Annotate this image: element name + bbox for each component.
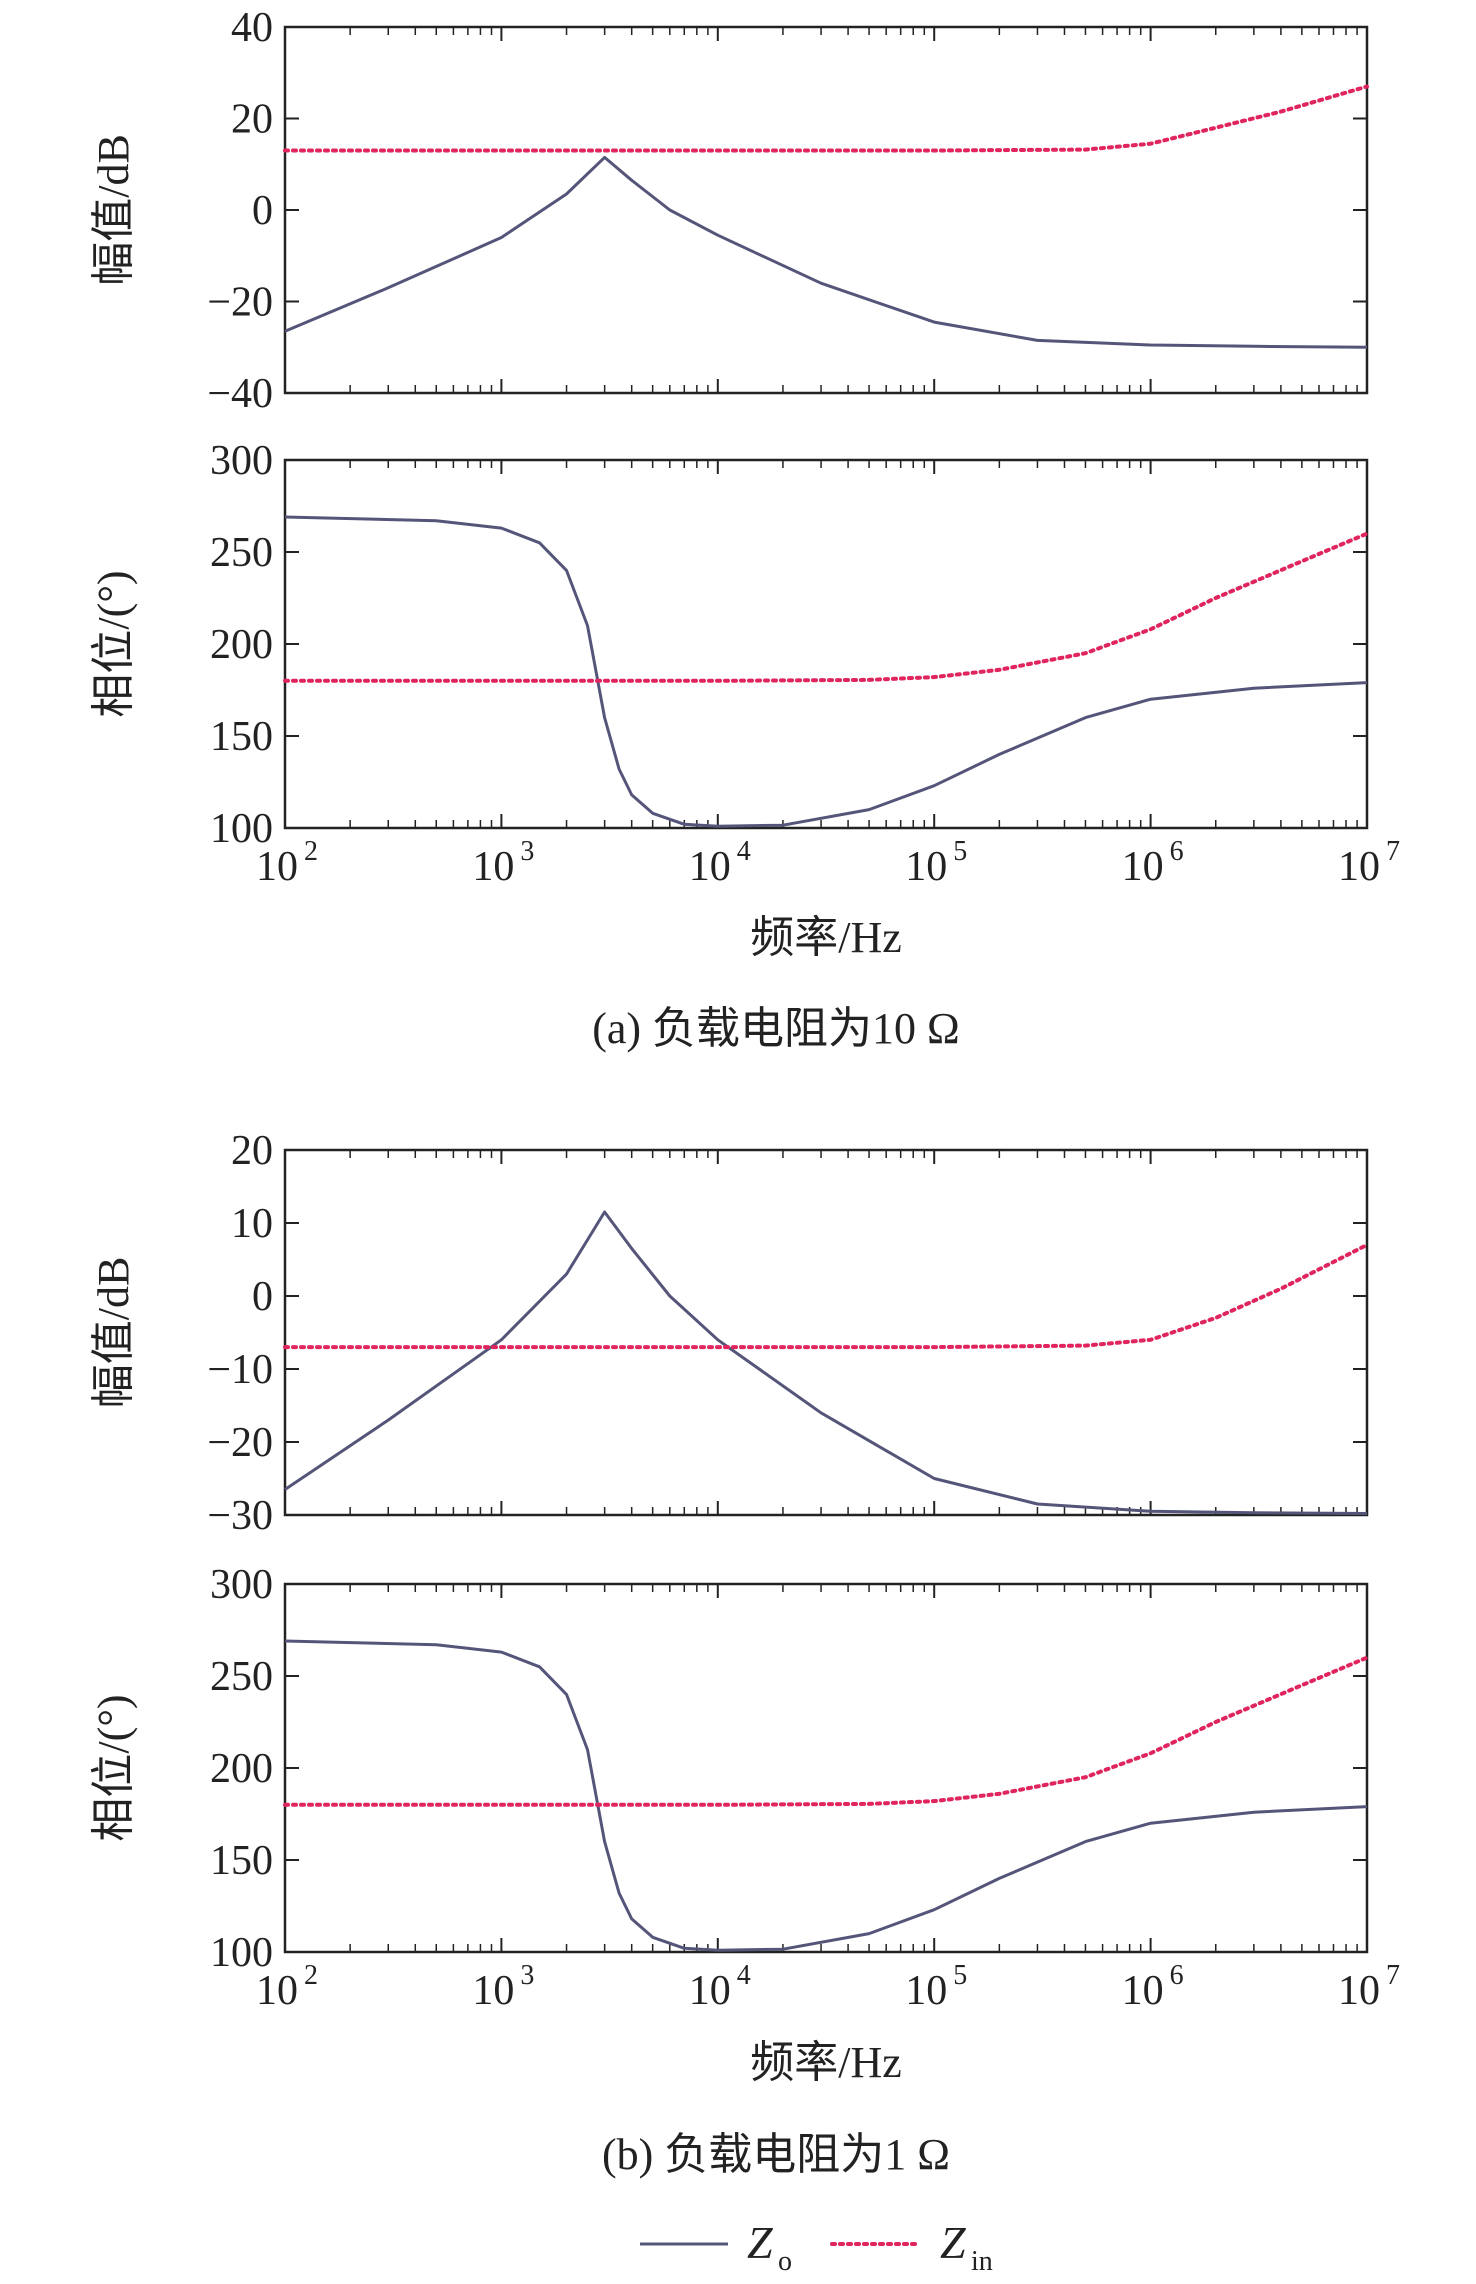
- x-tick-exponent: 4: [737, 836, 751, 867]
- plot-frame: [283, 458, 1369, 830]
- series-zin-line: [283, 84, 1369, 153]
- y-tick-label: −40: [207, 371, 273, 417]
- x-tick-label: 10: [472, 844, 514, 890]
- x-tick-exponent: 5: [953, 836, 967, 867]
- x-tick-exponent: 6: [1170, 836, 1184, 867]
- y-tick-label: 300: [210, 1562, 273, 1608]
- x-tick-label: 10: [472, 1968, 514, 2014]
- y-axis-title: 相位/(°): [89, 570, 138, 717]
- y-tick-label: 250: [210, 530, 273, 576]
- y-tick-label: 100: [210, 1930, 273, 1976]
- series-zin-line: [283, 1655, 1369, 1807]
- series-zin-line: [283, 531, 1369, 683]
- y-tick-label: 150: [210, 714, 273, 760]
- x-tick-label: 10: [1122, 844, 1164, 890]
- y-tick-label: −30: [207, 1493, 273, 1539]
- legend-zin-label: Z: [940, 2217, 966, 2268]
- x-tick-label: 10: [256, 844, 298, 890]
- y-axis-title: 幅值/dB: [89, 1257, 138, 1409]
- legend-zo-label: Z: [747, 2217, 773, 2268]
- x-axis-title: 频率/Hz: [750, 2038, 902, 2087]
- y-axis-title: 幅值/dB: [89, 134, 138, 286]
- series-zo-line: [284, 515, 1368, 828]
- y-axis-title: 相位/(°): [89, 1694, 138, 1841]
- x-tick-exponent: 7: [1386, 836, 1400, 867]
- x-tick-label: 10: [256, 1968, 298, 2014]
- x-tick-exponent: 4: [737, 1960, 751, 1991]
- x-tick-exponent: 3: [520, 836, 534, 867]
- y-tick-label: −20: [207, 1420, 273, 1466]
- x-tick-label: 10: [1122, 1968, 1164, 2014]
- x-tick-exponent: 2: [304, 1960, 318, 1991]
- series-zin-line: [283, 1242, 1369, 1350]
- y-tick-label: 10: [231, 1201, 273, 1247]
- plot-frame: [283, 1582, 1369, 1954]
- y-tick-label: 20: [231, 1128, 273, 1174]
- x-tick-exponent: 6: [1170, 1960, 1184, 1991]
- y-tick-label: 0: [252, 188, 273, 234]
- y-tick-label: 150: [210, 1838, 273, 1884]
- x-tick-label: 10: [689, 1968, 731, 2014]
- x-tick-label: 10: [1338, 844, 1380, 890]
- panel-a-magnitude: −40 −20 0 20 40 幅值/dB: [89, 5, 1369, 417]
- x-tick-exponent: 2: [304, 836, 318, 867]
- x-tick-exponent: 7: [1386, 1960, 1400, 1991]
- legend-zin-sub: in: [971, 2246, 993, 2277]
- series-zo-line: [284, 155, 1368, 349]
- x-tick-exponent: 5: [953, 1960, 967, 1991]
- x-tick-label: 10: [905, 1968, 947, 2014]
- y-tick-label: −20: [207, 280, 273, 326]
- x-axis-title: 频率/Hz: [750, 913, 902, 962]
- y-tick-label: 300: [210, 438, 273, 484]
- y-tick-label: 100: [210, 806, 273, 852]
- panel-caption: (b) 负载电阻为1 Ω: [602, 2130, 950, 2179]
- x-tick-label: 10: [1338, 1968, 1380, 2014]
- y-tick-label: 250: [210, 1654, 273, 1700]
- y-tick-label: 0: [252, 1274, 273, 1320]
- panel-caption: (a) 负载电阻为10 Ω: [592, 1004, 960, 1053]
- plot-frame: [283, 1148, 1369, 1517]
- y-tick-label: −10: [207, 1347, 273, 1393]
- series-zo-line: [284, 1210, 1368, 1515]
- y-tick-label: 200: [210, 622, 273, 668]
- y-tick-label: 40: [231, 5, 273, 51]
- series-zo-line: [284, 1639, 1368, 1952]
- plot-frame: [283, 25, 1369, 395]
- legend-zo-sub: o: [778, 2246, 792, 2277]
- y-tick-label: 20: [231, 97, 273, 143]
- panel-b-magnitude: −30 −20 −10 0 10 20 幅值/dB: [89, 1128, 1369, 1539]
- x-tick-label: 10: [905, 844, 947, 890]
- x-tick-label: 10: [689, 844, 731, 890]
- x-tick-exponent: 3: [520, 1960, 534, 1991]
- y-tick-label: 200: [210, 1746, 273, 1792]
